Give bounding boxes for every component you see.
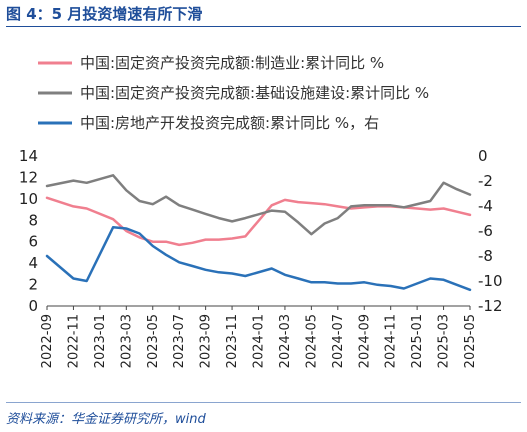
legend: 中国:固定资产投资完成额:制造业:累计同比 % 中国:固定资产投资完成额:基础设施… (38, 54, 429, 132)
x-tick-label: 2023-03 (119, 314, 134, 368)
legend-label-1: 中国:固定资产投资完成额:制造业:累计同比 % (80, 54, 384, 72)
x-tick-label: 2023-07 (172, 314, 187, 368)
y-left-tick-label: 12 (19, 168, 38, 186)
series-line-1 (45, 196, 472, 247)
y-left-tick-label: 10 (19, 190, 38, 208)
y-left-tick-label: 14 (19, 147, 38, 165)
x-tick-label: 2024-01 (252, 314, 267, 368)
x-tick-label: 2025-05 (463, 314, 478, 368)
y-right-tick-label: -8 (478, 247, 493, 265)
title-divider (6, 26, 521, 27)
x-tick-label: 2024-05 (304, 314, 319, 368)
y-right-tick-label: -12 (478, 297, 503, 315)
axes: 0 2 4 6 8 10 12 14 0 -2 -4 -6 -8 -10 -12 2022-09 2022-11… (19, 147, 503, 368)
x-tick-label: 2024-07 (331, 314, 346, 368)
y-right-tick-label: -10 (478, 272, 503, 290)
y-right-tick-label: -2 (478, 172, 493, 190)
x-tick-label: 2024-11 (384, 314, 399, 368)
y-right-tick-label: -6 (478, 222, 493, 240)
x-tick-label: 2023-05 (146, 314, 161, 368)
source-note: 资料来源：华金证券研究所，wind (6, 412, 206, 427)
x-tick-label: 2023-11 (225, 314, 240, 368)
footer-divider (6, 402, 521, 403)
legend-label-2: 中国:固定资产投资完成额:基础设施建设:累计同比 % (80, 84, 429, 102)
x-tick-label: 2022-11 (66, 314, 81, 368)
y-left-tick-label: 4 (28, 254, 38, 272)
series-line-2 (45, 174, 472, 236)
x-tick-label: 2024-03 (278, 314, 293, 368)
line-chart: 中国:固定资产投资完成额:制造业:累计同比 % 中国:固定资产投资完成额:基础设施… (19, 54, 503, 368)
x-tick-label: 2025-01 (410, 314, 425, 368)
x-tick-label: 2024-09 (357, 314, 372, 368)
x-tick-label: 2025-03 (437, 314, 452, 368)
y-left-tick-label: 6 (28, 233, 38, 251)
y-right-tick-label: 0 (478, 147, 488, 165)
x-tick-label: 2023-01 (93, 314, 108, 368)
series-lines (45, 174, 472, 292)
legend-label-3: 中国:房地产开发投资完成额:累计同比 %，右 (80, 114, 379, 132)
y-right-tick-label: -4 (478, 197, 493, 215)
y-left-tick-label: 8 (28, 211, 38, 229)
y-left-tick-label: 0 (28, 297, 38, 315)
series-line-3 (45, 226, 472, 292)
y-left-tick-label: 2 (28, 276, 38, 294)
x-tick-label: 2022-09 (40, 314, 55, 368)
x-tick-label: 2023-09 (199, 314, 214, 368)
page-title: 图 4：5 月投资增速有所下滑 (6, 5, 203, 23)
